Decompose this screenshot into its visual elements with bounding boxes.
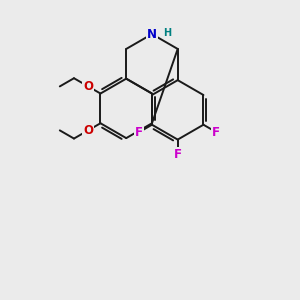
Text: N: N: [147, 28, 157, 40]
Text: O: O: [83, 124, 93, 137]
Text: H: H: [163, 28, 171, 38]
Text: O: O: [83, 80, 93, 93]
Text: F: F: [174, 148, 182, 161]
Text: F: F: [212, 126, 220, 139]
Text: F: F: [135, 126, 143, 139]
